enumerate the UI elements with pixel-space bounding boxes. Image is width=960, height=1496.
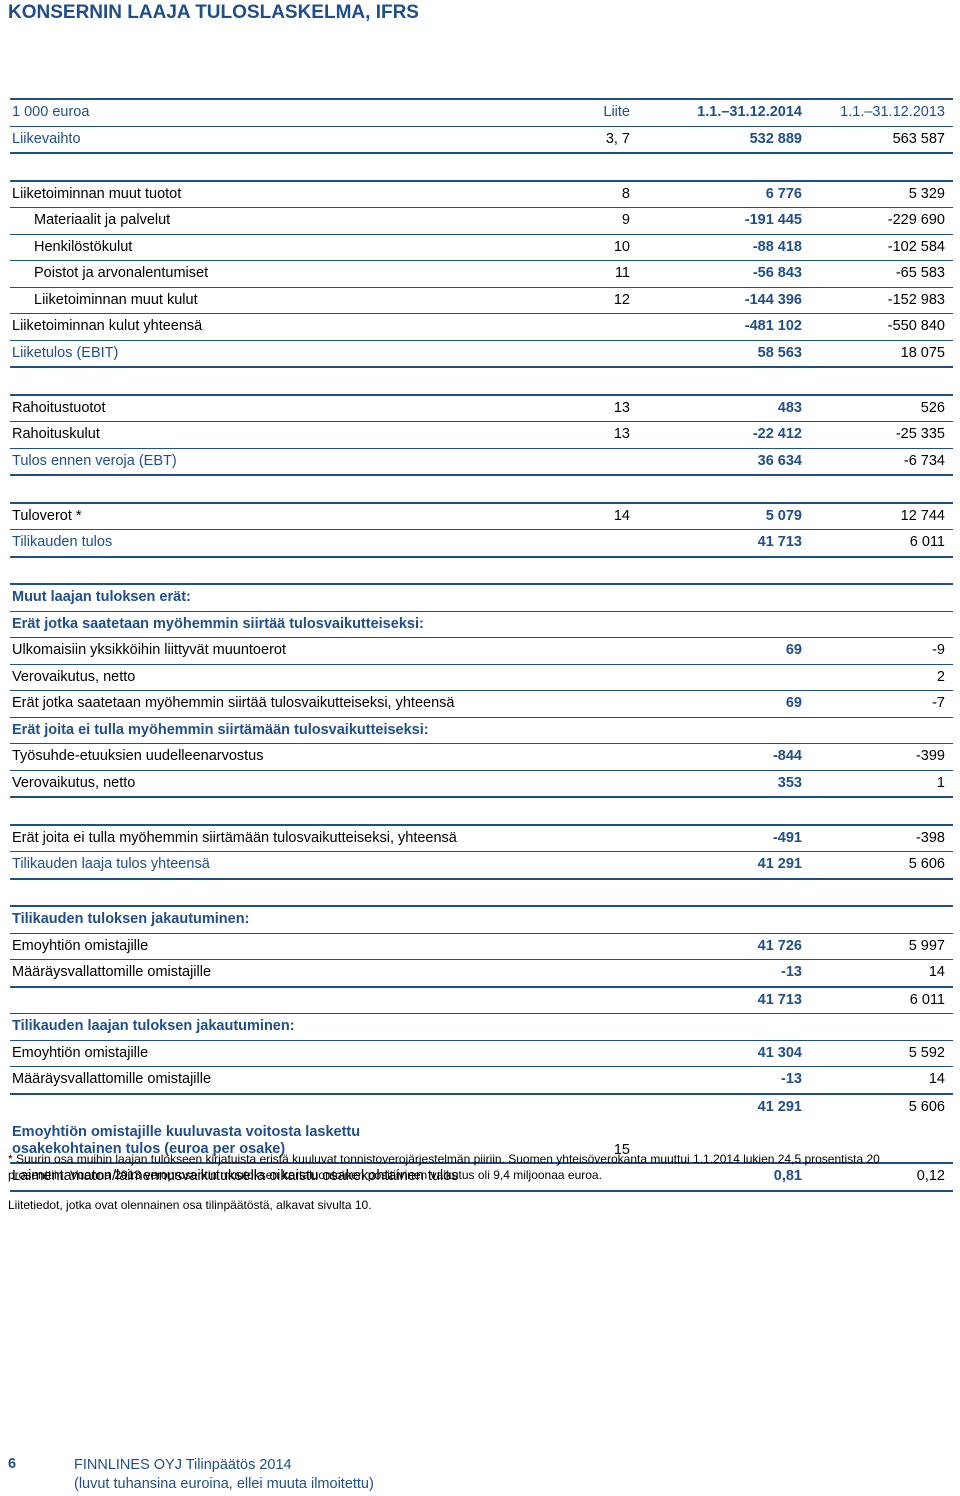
eps-heading: Emoyhtiön omistajille kuuluvasta voitost… [10,1120,953,1164]
year-2014-header: 1.1.–31.12.2014 [697,104,802,120]
table-row: Ulkomaisiin yksikköihin liittyvät muunto… [10,638,953,665]
page-title: KONSERNIN LAAJA TULOSLASKELMA, IFRS [8,2,419,23]
year-2013-header: 1.1.–31.12.2013 [840,104,945,120]
company-name: FINNLINES OYJ Tilinpäätös 2014 [74,1457,292,1473]
footer-text: FINNLINES OYJ Tilinpäätös 2014 (luvut tu… [74,1456,374,1494]
table-row: Rahoitustuotot 13 483 526 [10,393,953,422]
table-row: Verovaikutus, netto 353 1 [10,771,953,798]
table-row: Liiketoiminnan kulut yhteensä -481 102 -… [10,314,953,341]
table-row: Tilikauden tulos 41 713 6 011 [10,530,953,558]
table-row: Laimentamaton/laimennusvaikutuksella oik… [10,1164,953,1192]
table-row: Määräysvallattomille omistajille -13 14 [10,1067,953,1095]
section-heading: Erät jotka saatetaan myöhemmin siirtää t… [10,612,953,638]
section-heading: Erät joita ei tulla myöhemmin siirtämään… [10,718,953,744]
page-number: 6 [8,1456,17,1472]
table-row: Emoyhtiön omistajille 41 726 5 997 [10,934,953,960]
footnote-tax: * Suurin osa muihin laajan tulokseen kir… [8,1152,880,1182]
table-header: 1 000 euroa Liite 1.1.–31.12.2014 1.1.–3… [10,98,953,127]
unit-note: (luvut tuhansina euroina, ellei muuta il… [74,1476,374,1492]
note-column-header: Liite [603,104,630,120]
unit-label: 1 000 euroa [12,104,90,120]
table-row: Määräysvallattomille omistajille -13 14 [10,960,953,988]
table-row: 41 291 5 606 [757,1098,945,1115]
table-row: Emoyhtiön omistajille 41 304 5 592 [10,1041,953,1067]
table-row: Tulos ennen veroja (EBT) 36 634 -6 734 [10,449,953,476]
table-row: Erät joita ei tulla myöhemmin siirtämään… [10,823,953,852]
section-heading: Tilikauden tuloksen jakautuminen: [10,905,953,934]
section-heading: Tilikauden laajan tuloksen jakautuminen: [10,1014,953,1041]
table-row: Liiketoiminnan muut tuotot 8 6 776 5 329 [10,179,953,208]
footnote-notes: Liitetiedot, jotka ovat olennainen osa t… [8,1198,372,1212]
table-row: Tilikauden laaja tulos yhteensä 41 291 5… [10,852,953,880]
table-row: 41 713 6 011 [10,988,953,1014]
table-row: Tuloverot * 14 5 079 12 744 [10,501,953,530]
table-row: Materiaalit ja palvelut 9 -191 445 -229 … [10,208,953,235]
table-row: Verovaikutus, netto 2 [10,665,953,691]
table-row: Rahoituskulut 13 -22 412 -25 335 [10,422,953,449]
income-statement-table: 1 000 euroa Liite 1.1.–31.12.2014 1.1.–3… [10,98,953,1192]
table-row: Poistot ja arvonalentumiset 11 -56 843 -… [10,261,953,288]
table-row: Erät jotka saatetaan myöhemmin siirtää t… [10,691,953,718]
table-row: Liiketulos (EBIT) 58 563 18 075 [10,341,953,368]
table-row: Liiketoiminnan muut kulut 12 -144 396 -1… [10,288,953,314]
table-row: Työsuhde-etuuksien uudelleenarvostus -84… [10,744,953,771]
table-row: Henkilöstökulut 10 -88 418 -102 584 [10,235,953,261]
table-row: Liikevaihto 3, 7 532 889 563 587 [10,127,953,154]
section-heading: Muut laajan tuloksen erät: [10,583,953,612]
